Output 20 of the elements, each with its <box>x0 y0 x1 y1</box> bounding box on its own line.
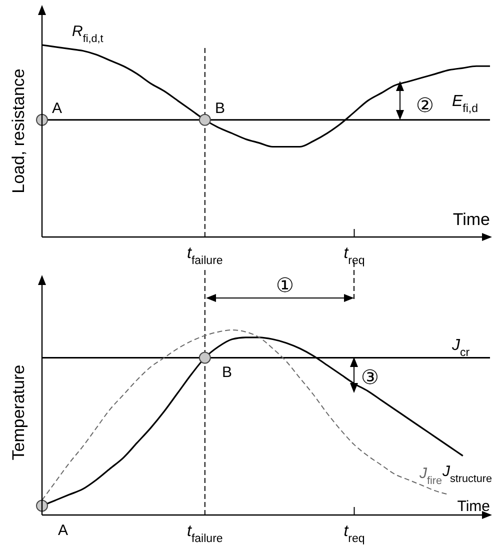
annotation: ② <box>416 95 434 117</box>
annotation: B <box>222 364 232 381</box>
annotation: ③ <box>361 367 379 389</box>
series-label: R$_{fi,d,t}$ <box>72 23 104 45</box>
ref-line-label: E$_{fi,d}$ <box>452 93 478 115</box>
x-axis-title: Time <box>452 210 490 229</box>
x-axis-title: Time <box>457 498 490 515</box>
x-tick-label: t$_{req}$ <box>344 245 365 267</box>
text: ① <box>276 275 294 297</box>
x-tick-label: t$_{failure}$ <box>186 245 223 267</box>
series-label: J$_{structure}$ <box>441 463 492 485</box>
series-label: J$_{fire}$ <box>418 465 442 487</box>
x-tick-label: t$_{req}$ <box>344 523 365 545</box>
ref-line-label: J$_{cr}$ <box>451 337 470 359</box>
annotation: A <box>52 100 62 117</box>
x-tick-label: t$_{failure}$ <box>186 523 223 545</box>
y-axis-title: Temperature <box>9 364 28 460</box>
text: A <box>58 522 68 539</box>
y-axis-title: Load, resistance <box>9 68 28 194</box>
annotation: B <box>215 100 226 117</box>
